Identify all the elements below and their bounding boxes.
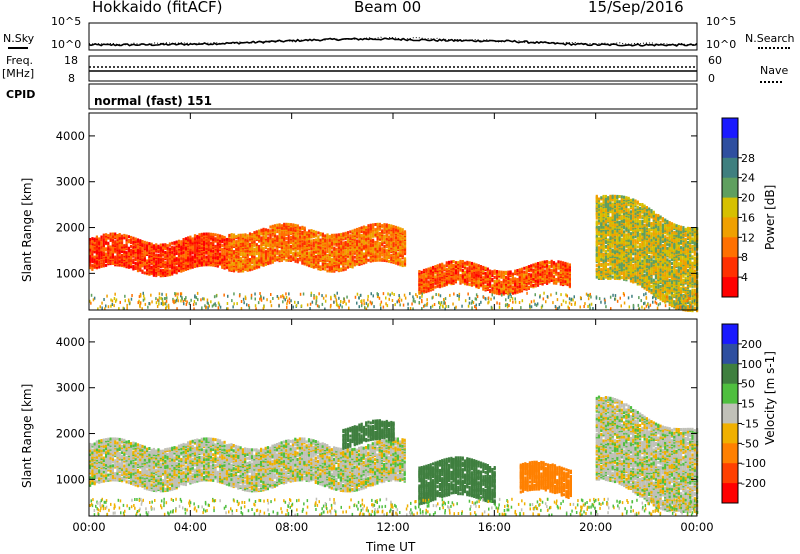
cpid-strip-frame xyxy=(88,83,698,110)
beam-title: Beam 00 xyxy=(354,0,422,16)
power-colorbar-label: Power [dB] xyxy=(763,184,777,250)
velocity-colorbar-segment xyxy=(722,383,738,405)
power-colorbar-frame xyxy=(721,117,739,298)
power-colorbar-tick-label: 20 xyxy=(741,192,755,205)
time-xtick-label: 08:00 xyxy=(275,520,308,534)
nsearch-legend-line xyxy=(758,47,790,49)
velocity-echo-region xyxy=(595,395,699,514)
power-colorbar-segment xyxy=(722,237,738,258)
freq-tick-bottom: 8 xyxy=(68,72,75,85)
power-colorbar-tick-label: 16 xyxy=(741,211,755,224)
noise-right-tick-top: 10^5 xyxy=(706,15,737,28)
power-colorbar-tick-label: 24 xyxy=(741,172,755,185)
freq-tick-top: 18 xyxy=(64,54,78,67)
power-colorbar-tick-label: 28 xyxy=(741,152,755,165)
power-colorbar-segment xyxy=(722,277,738,298)
freq-label: Freq. xyxy=(6,54,34,67)
velocity-colorbar-segment xyxy=(722,463,738,484)
velocity-ylabel: Slant Range [km] xyxy=(20,383,34,488)
power-echo-region xyxy=(418,259,571,296)
station-title: Hokkaido (fitACF) xyxy=(92,0,223,16)
nsearch-label: N.Search xyxy=(745,32,795,45)
power-colorbar-segment xyxy=(722,257,738,278)
velocity-ytick-label: 4000 xyxy=(56,335,85,349)
velocity-echo-region xyxy=(342,419,395,450)
power-ytick-label: 3000 xyxy=(56,175,85,189)
power-ground-scatter xyxy=(89,291,699,311)
velocity-colorbar-segment xyxy=(722,363,738,385)
velocity-ytick-label: 1000 xyxy=(56,472,85,486)
velocity-colorbar-tick-label: -200 xyxy=(741,477,766,490)
cpid-label: CPID xyxy=(6,88,36,101)
nave-legend-line xyxy=(760,81,782,83)
nave-label: Nave xyxy=(760,64,789,77)
velocity-echo-region xyxy=(89,437,406,493)
date-title: 15/Sep/2016 xyxy=(588,0,684,16)
velocity-colorbar-tick-label: 100 xyxy=(741,358,762,371)
velocity-colorbar-segment xyxy=(722,423,738,444)
noise-strip-frame xyxy=(88,22,698,51)
power-colorbar-segment xyxy=(722,217,738,238)
nsky-legend-line xyxy=(8,47,28,49)
velocity-colorbar-frame xyxy=(721,323,739,504)
power-ytick-label: 2000 xyxy=(56,221,85,235)
power-colorbar-tick-label: 12 xyxy=(741,231,755,244)
velocity-ytick-label: 2000 xyxy=(56,427,85,441)
noise-right-tick-bottom: 10^0 xyxy=(706,38,737,51)
nsearch-series xyxy=(88,36,698,46)
velocity-colorbar-tick-label: -15 xyxy=(741,417,759,430)
nsky-label: N.Sky xyxy=(3,32,35,45)
power-ylabel: Slant Range [km] xyxy=(20,177,34,282)
velocity-echo-region xyxy=(418,456,496,506)
time-xtick-label: 12:00 xyxy=(376,520,409,534)
power-ytick-label: 1000 xyxy=(56,266,85,280)
power-colorbar-segment xyxy=(722,197,738,218)
velocity-colorbar-tick-label: 15 xyxy=(741,398,755,411)
time-xtick-label: 16:00 xyxy=(478,520,511,534)
velocity-colorbar-segment xyxy=(722,443,738,464)
power-echo-region xyxy=(89,232,231,278)
power-colorbar-tick-label: 4 xyxy=(741,271,748,284)
time-xlabel: Time UT xyxy=(366,540,416,554)
power-colorbar-segment xyxy=(722,137,738,159)
freq-strip-frame xyxy=(88,55,698,82)
velocity-colorbar-label: Velocity [m s-1] xyxy=(763,351,777,445)
time-xtick-label: 00:00 xyxy=(680,520,713,534)
velocity-colorbar-segment xyxy=(722,324,738,345)
power-colorbar-tick-label: 8 xyxy=(741,251,748,264)
time-xtick-label: 20:00 xyxy=(579,520,612,534)
power-colorbar-segment xyxy=(722,177,738,199)
nave-tick-top: 60 xyxy=(708,54,722,67)
velocity-colorbar-tick-label: 50 xyxy=(741,378,755,391)
velocity-colorbar-segment xyxy=(722,403,738,424)
velocity-ground-scatter xyxy=(89,497,699,517)
velocity-colorbar-segment xyxy=(722,483,738,504)
freq-unit-label: [MHz] xyxy=(2,67,35,80)
power-colorbar-segment xyxy=(722,118,738,139)
time-xtick-label: 00:00 xyxy=(72,520,105,534)
time-xtick-label: 04:00 xyxy=(174,520,207,534)
velocity-echo-region xyxy=(519,460,572,499)
velocity-colorbar-tick-label: -100 xyxy=(741,457,766,470)
nave-tick-bottom: 0 xyxy=(708,72,715,85)
power-echo-region xyxy=(228,222,407,273)
velocity-colorbar-tick-label: -50 xyxy=(741,437,759,450)
velocity-colorbar-tick-label: 200 xyxy=(741,338,762,351)
power-ytick-label: 4000 xyxy=(56,129,85,143)
velocity-colorbar-segment xyxy=(722,343,738,365)
noise-left-tick-bottom: 10^0 xyxy=(51,38,82,51)
nsky-series xyxy=(88,37,698,47)
power-colorbar-segment xyxy=(722,157,738,179)
velocity-ytick-label: 3000 xyxy=(56,381,85,395)
cpid-value: normal (fast) 151 xyxy=(94,94,212,108)
noise-left-tick-top: 10^5 xyxy=(51,15,82,28)
power-echo-region xyxy=(595,194,699,313)
